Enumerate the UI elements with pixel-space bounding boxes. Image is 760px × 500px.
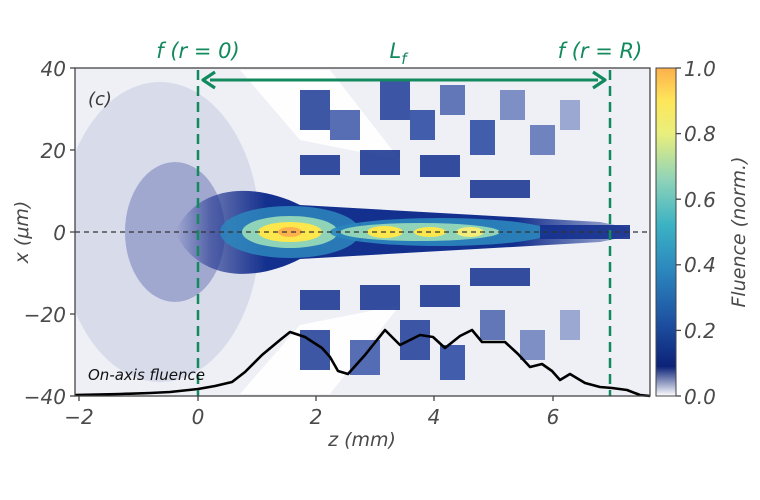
y-tick-40: 40 (41, 57, 66, 81)
interference-fringes (300, 80, 580, 380)
y-tick-0: 0 (53, 221, 66, 245)
y-tick-20: 20 (41, 139, 66, 163)
y-tick-minus20: −20 (24, 303, 66, 327)
focus-start-label: f (r = 0) (156, 39, 239, 63)
curve-label: On-axis fluence (88, 366, 205, 384)
focal-length-label: Lf (390, 39, 410, 68)
focal-length-arrow (201, 70, 607, 90)
x-axis-label: z (mm) (327, 429, 396, 451)
x-tick-4: 4 (428, 405, 441, 429)
colorbar (655, 67, 677, 397)
cb-tick-0.0: 0.0 (684, 385, 716, 409)
x-tick-2: 2 (310, 405, 323, 429)
colorbar-ticks (676, 67, 681, 397)
y-tick-minus40: −40 (24, 385, 66, 409)
cb-tick-0.6: 0.6 (684, 188, 716, 212)
x-tick-minus2: −2 (64, 405, 93, 429)
x-axis (78, 396, 554, 401)
cb-tick-0.4: 0.4 (684, 253, 716, 277)
focus-end-label: f (r = R) (558, 39, 643, 63)
panel-label: (c) (88, 89, 112, 110)
x-tick-0: 0 (192, 405, 205, 429)
colorbar-label: Fluence (norm.) (728, 156, 750, 307)
x-tick-6: 6 (547, 405, 560, 429)
cb-tick-0.8: 0.8 (684, 122, 716, 146)
y-axis-label: x (μm) (11, 201, 33, 265)
on-axis-fluence-curve (74, 328, 651, 398)
cb-tick-0.2: 0.2 (684, 319, 716, 343)
y-axis (70, 67, 75, 397)
cb-tick-1.0: 1.0 (684, 57, 716, 81)
